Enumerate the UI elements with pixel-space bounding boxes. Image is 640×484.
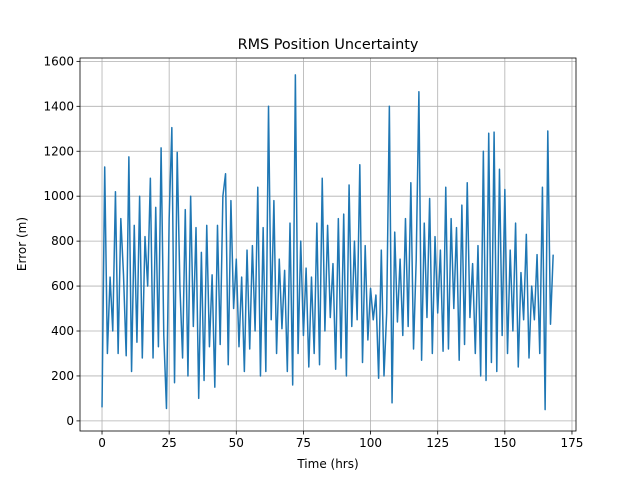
y-tick-label: 200 — [51, 369, 74, 383]
x-tick-label: 50 — [229, 436, 244, 450]
x-tick-label: 25 — [162, 436, 177, 450]
x-tick-label: 100 — [359, 436, 382, 450]
y-tick-label: 1000 — [43, 189, 74, 203]
y-tick-label: 600 — [51, 279, 74, 293]
chart-title: RMS Position Uncertainty — [238, 37, 419, 53]
x-tick-label: 125 — [426, 436, 449, 450]
y-axis-label: Error (m) — [15, 217, 29, 271]
x-tick-label: 0 — [98, 436, 106, 450]
plot-area — [80, 58, 576, 431]
y-tick-label: 1400 — [43, 99, 74, 113]
data-line — [101, 74, 554, 411]
y-tick-label: 0 — [66, 414, 74, 428]
y-tick-label: 800 — [51, 234, 74, 248]
y-tick-label: 1200 — [43, 144, 74, 158]
x-tick-label: 175 — [561, 436, 584, 450]
y-tick-label: 1600 — [43, 54, 74, 68]
x-tick-label: 150 — [493, 436, 516, 450]
axes-frame — [79, 57, 577, 432]
x-tick-label: 75 — [296, 436, 311, 450]
x-axis-label: Time (hrs) — [296, 457, 358, 471]
y-tick-label: 400 — [51, 324, 74, 338]
